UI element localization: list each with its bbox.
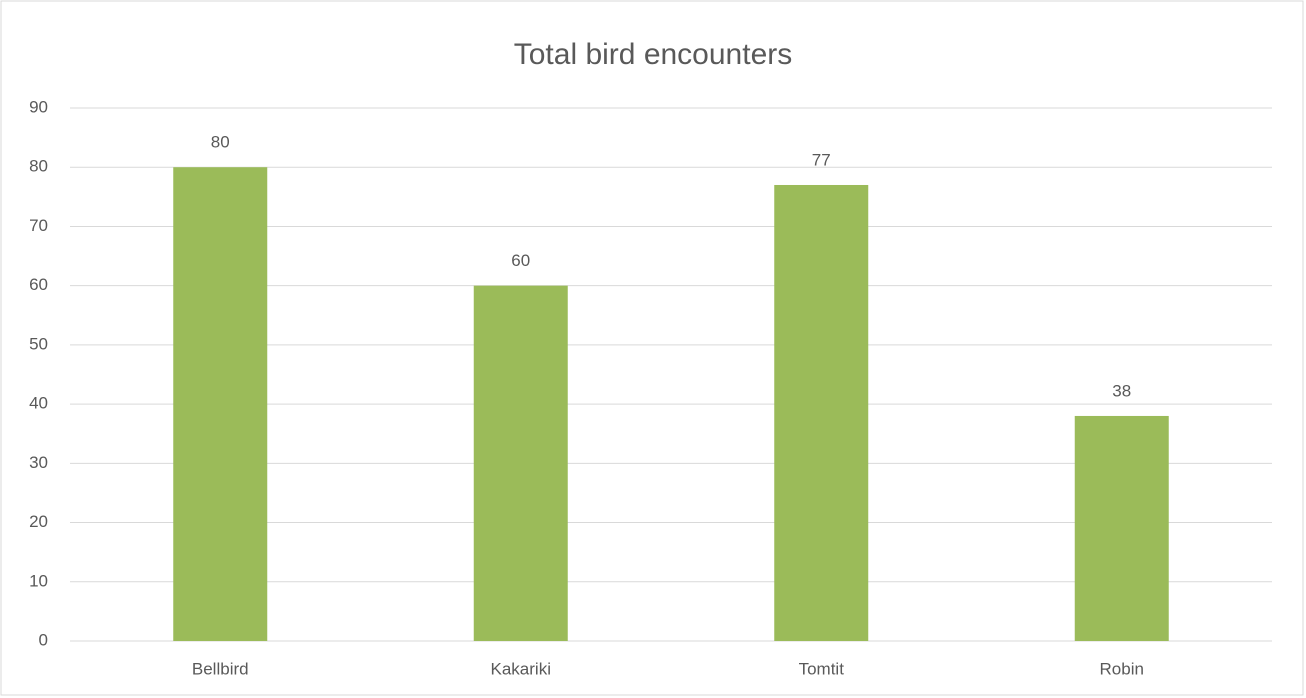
x-tick-label: Kakariki bbox=[491, 659, 551, 678]
y-tick-label: 20 bbox=[29, 512, 48, 531]
y-tick-label: 90 bbox=[29, 97, 48, 116]
bar bbox=[774, 184, 869, 641]
bar bbox=[173, 167, 268, 641]
y-tick-label: 70 bbox=[29, 216, 48, 235]
y-tick-label: 80 bbox=[29, 157, 48, 176]
bar bbox=[1074, 415, 1169, 641]
y-tick-label: 10 bbox=[29, 571, 48, 590]
data-label: 80 bbox=[211, 133, 230, 152]
y-tick-label: 60 bbox=[29, 275, 48, 294]
data-label: 77 bbox=[812, 150, 831, 169]
x-tick-label: Tomtit bbox=[799, 659, 845, 678]
y-tick-label: 40 bbox=[29, 394, 48, 413]
y-tick-label: 0 bbox=[39, 630, 48, 649]
data-label: 60 bbox=[511, 251, 530, 270]
data-label: 38 bbox=[1112, 381, 1131, 400]
x-tick-label: Robin bbox=[1100, 659, 1144, 678]
bar bbox=[473, 285, 568, 641]
y-tick-label: 50 bbox=[29, 334, 48, 353]
y-tick-label: 30 bbox=[29, 453, 48, 472]
x-tick-label: Bellbird bbox=[192, 659, 249, 678]
chart-title: Total bird encounters bbox=[514, 38, 793, 71]
